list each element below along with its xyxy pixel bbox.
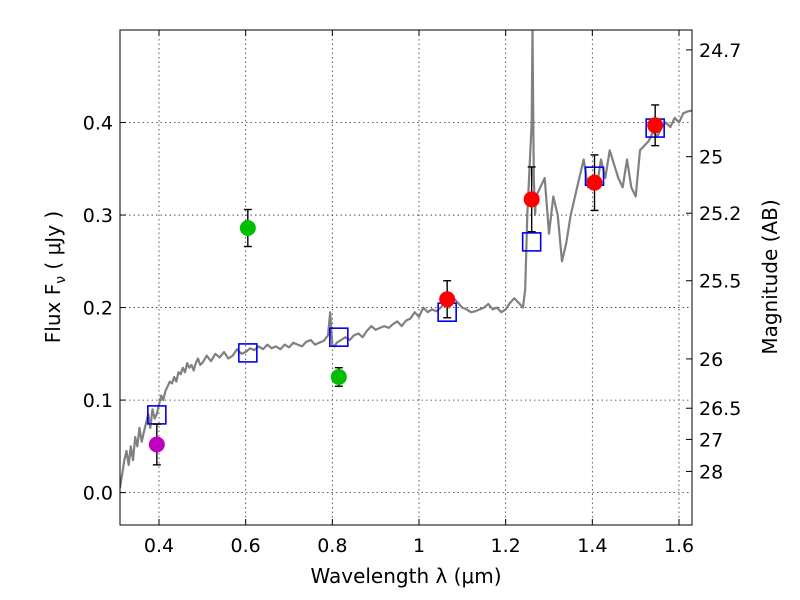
y-axis-label: Flux Fν ( μJy ) [41,211,69,343]
x-tick-label: 1 [413,535,425,557]
y-tick-label: 0.4 [83,113,113,135]
y2-tick-label: 25 [699,147,723,169]
x-tick-label: 0.6 [231,535,261,557]
x-tick-label: 0.4 [144,535,174,557]
observed-point [523,191,540,208]
y-axis-label-subscript: ν [53,276,69,284]
x-tick-label: 1.4 [577,535,607,557]
model-point [238,343,258,363]
observed-point [330,368,347,385]
y-tick-label: 0.0 [83,483,113,505]
plot-frame [119,29,693,526]
y2-tick-label: 26 [699,349,723,371]
observed-point [148,436,165,453]
y2-tick-label: 28 [699,461,723,483]
y2-tick-label: 26.5 [699,398,741,420]
observed-point [239,220,256,236]
x-tick-label: 1.6 [664,535,694,557]
y2-axis-label: Magnitude (AB) [758,199,782,354]
y-tick-label: 0.3 [83,205,113,227]
y-axis-label-unit: ( μJy ) [41,211,65,276]
y2-tick-label: 25.5 [699,271,741,293]
x-tick-label: 0.8 [317,535,347,557]
observed-point [439,291,456,308]
model-point [521,232,542,252]
data-layer [120,30,692,489]
y2-tick-label: 27 [699,429,723,451]
y-tick-label: 0.2 [83,298,113,320]
observed-point [647,117,664,134]
spectrum-line [120,30,692,489]
y2-tick-label: 25.2 [699,203,741,225]
x-tick-label: 1.2 [491,535,521,557]
y-axis-label-main: Flux F [41,284,65,343]
y-tick-label: 0.1 [83,390,113,412]
y2-tick-label: 24.7 [699,40,741,62]
observed-point [586,174,603,191]
plot-background [120,30,692,525]
grid [120,30,692,525]
x-axis-label: Wavelength λ (μm) [310,564,501,588]
model-point [329,327,349,347]
ticks: 0.4 0.6 0.8 1 1.2 1.4 1.6 0.0 0.1 0.2 0.3 0.4 24.7 25… [83,30,741,557]
